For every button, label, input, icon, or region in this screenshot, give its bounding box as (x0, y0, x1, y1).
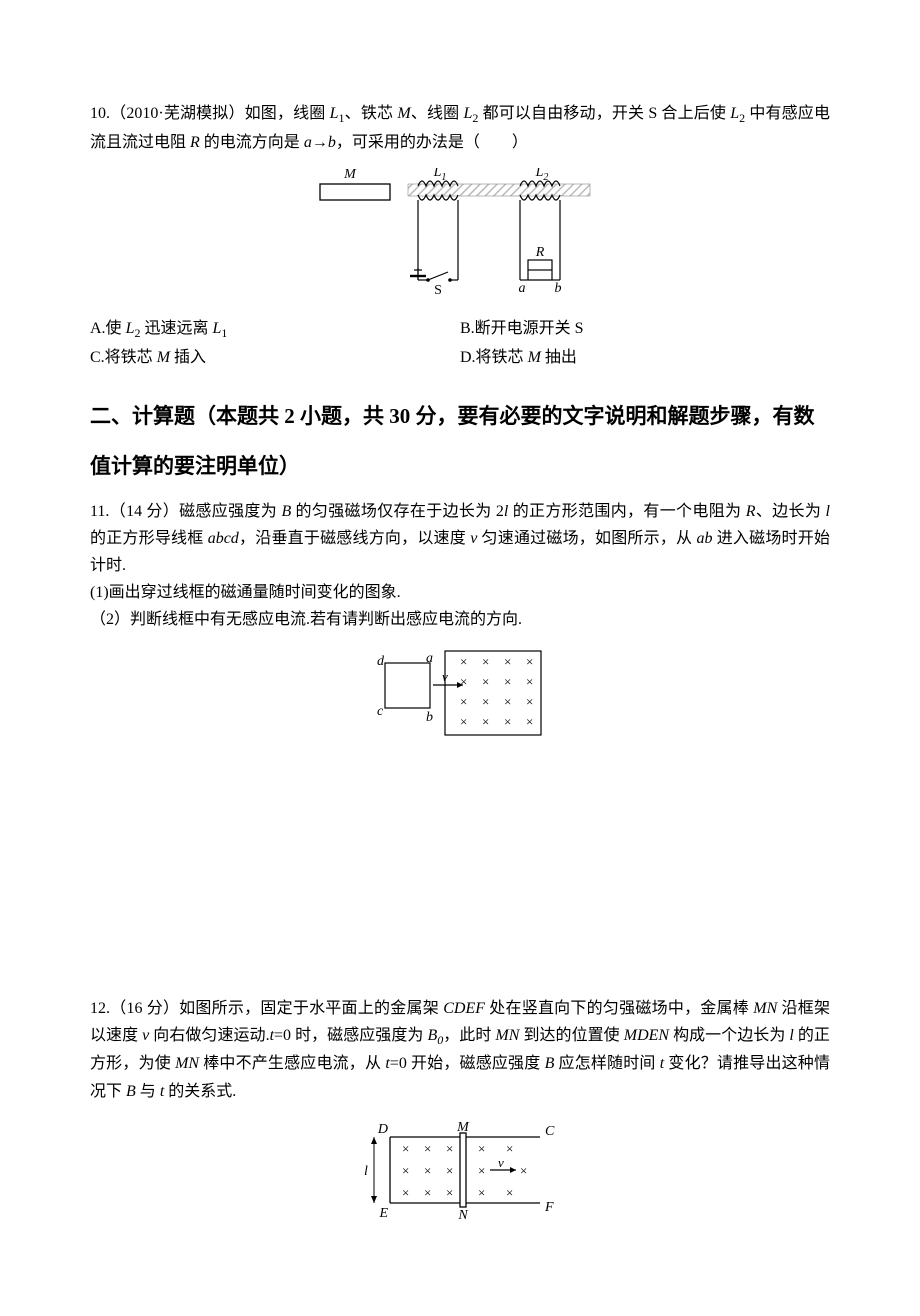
svg-text:×: × (460, 694, 467, 709)
label-b: b (426, 710, 433, 725)
label-c: c (377, 704, 384, 719)
q10-optB: B.断开电源开关 S (460, 315, 830, 344)
label-L2-2: 2 (543, 172, 548, 183)
svg-text:×: × (526, 654, 533, 669)
q11-crosses: × × × × × × × × × × × × × × × × (460, 654, 533, 729)
svg-text:×: × (526, 674, 533, 689)
label-C: C (545, 1124, 555, 1139)
svg-text:×: × (478, 1163, 485, 1178)
label-a: a (426, 651, 433, 666)
q11-part2: （2）判断线框中有无感应电流.若有请判断出感应电流的方向. (90, 606, 830, 633)
q10-optA: A.使 L2 迅速远离 L1 (90, 315, 460, 344)
svg-text:L1: L1 (433, 168, 447, 183)
label-L2-L: L (535, 168, 544, 180)
svg-text:×: × (446, 1141, 453, 1156)
svg-text:×: × (446, 1185, 453, 1200)
svg-text:×: × (482, 694, 489, 709)
q12-text: 12.（16 分）如图所示，固定于水平面上的金属架 CDEF 处在竖直向下的匀强… (90, 995, 830, 1105)
svg-text:×: × (504, 714, 511, 729)
svg-text:×: × (506, 1141, 513, 1156)
q10-optC: C.将铁芯 M 插入 (90, 344, 460, 371)
svg-text:×: × (446, 1163, 453, 1178)
q10-line: 10.（2010·芜湖模拟）如图，线圈 L1、铁芯 M、线圈 L2 都可以自由移… (90, 105, 830, 151)
q10-text: 10.（2010·芜湖模拟）如图，线圈 L1、铁芯 M、线圈 L2 都可以自由移… (90, 100, 830, 156)
question-10: 10.（2010·芜湖模拟）如图，线圈 L1、铁芯 M、线圈 L2 都可以自由移… (90, 100, 830, 371)
svg-text:×: × (402, 1185, 409, 1200)
q11-figure: d c a b × × × × × × × × × × × × × × × × v (90, 645, 830, 754)
label-v: v (442, 669, 448, 684)
svg-text:×: × (520, 1163, 527, 1178)
question-12: 12.（16 分）如图所示，固定于水平面上的金属架 CDEF 处在竖直向下的匀强… (90, 995, 830, 1236)
label-M: M (456, 1120, 470, 1135)
svg-text:×: × (424, 1141, 431, 1156)
label-F: F (544, 1200, 554, 1215)
q12-svg: D M C E N F × × × × × × × × × × × × × × × v l (350, 1117, 570, 1227)
label-a: a (519, 281, 526, 296)
q10-figure: M L1 L2 (90, 168, 830, 307)
label-L1-1: 1 (441, 172, 446, 183)
svg-text:×: × (482, 714, 489, 729)
svg-text:×: × (402, 1163, 409, 1178)
svg-text:×: × (506, 1185, 513, 1200)
svg-text:×: × (482, 674, 489, 689)
svg-text:×: × (504, 694, 511, 709)
svg-text:×: × (460, 714, 467, 729)
label-b: b (555, 281, 562, 296)
q11-text: 11.（14 分）磁感应强度为 B 的匀强磁场仅存在于边长为 2l 的正方形范围… (90, 498, 830, 580)
label-l: l (364, 1164, 368, 1179)
q11-part1: (1)画出穿过线框的磁通量随时间变化的图象. (90, 579, 830, 606)
q12-figure: D M C E N F × × × × × × × × × × × × × × × v l (90, 1117, 830, 1236)
svg-text:L2: L2 (535, 168, 549, 183)
svg-text:×: × (460, 654, 467, 669)
label-D: D (377, 1122, 388, 1137)
q10-circuit-svg: M L1 L2 (300, 168, 620, 298)
svg-text:×: × (402, 1141, 409, 1156)
label-N: N (457, 1208, 468, 1223)
label-S: S (434, 283, 442, 298)
svg-text:×: × (478, 1185, 485, 1200)
svg-text:×: × (460, 674, 467, 689)
q10-options: A.使 L2 迅速远离 L1 B.断开电源开关 S C.将铁芯 M 插入 D.将… (90, 315, 830, 371)
label-v12: v (498, 1155, 504, 1170)
label-E: E (378, 1206, 388, 1221)
svg-text:×: × (478, 1141, 485, 1156)
svg-text:×: × (504, 654, 511, 669)
q11-svg: d c a b × × × × × × × × × × × × × × × × v (355, 645, 565, 745)
svg-text:×: × (504, 674, 511, 689)
spacer (90, 775, 830, 995)
label-R: R (535, 245, 545, 260)
svg-text:×: × (482, 654, 489, 669)
label-L1-L: L (433, 168, 442, 180)
q10-optD: D.将铁芯 M 抽出 (460, 344, 830, 371)
svg-text:×: × (424, 1163, 431, 1178)
label-M: M (343, 168, 357, 182)
svg-text:×: × (526, 714, 533, 729)
svg-text:×: × (424, 1185, 431, 1200)
section2-heading: 二、计算题（本题共 2 小题，共 30 分，要有必要的文字说明和解题步骤，有数值… (90, 391, 830, 492)
svg-text:×: × (526, 694, 533, 709)
label-d: d (377, 654, 385, 669)
question-11: 11.（14 分）磁感应强度为 B 的匀强磁场仅存在于边长为 2l 的正方形范围… (90, 498, 830, 755)
